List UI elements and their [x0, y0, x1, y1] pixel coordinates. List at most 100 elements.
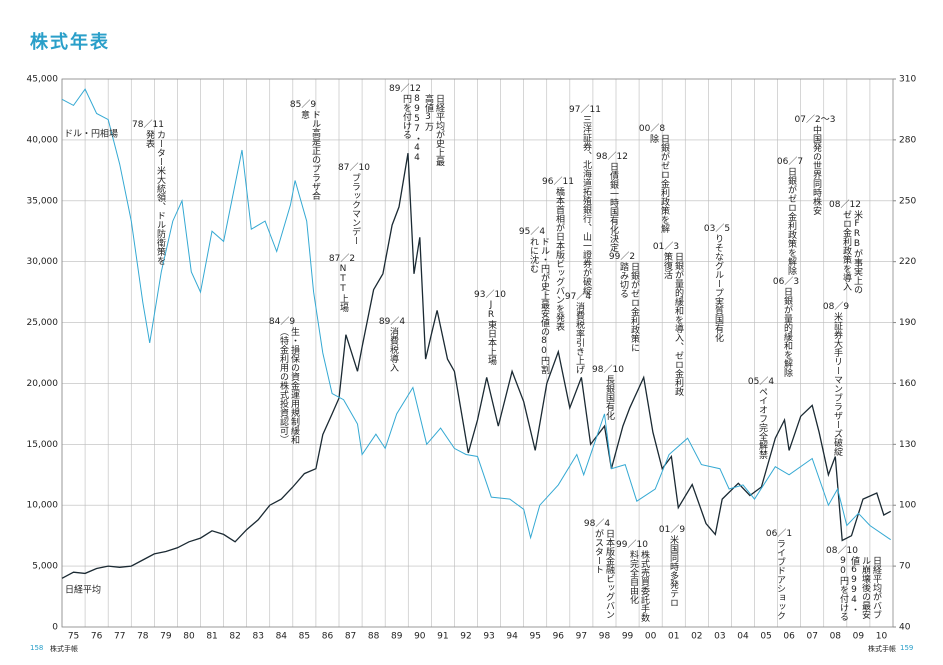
annotation-date: 84／9: [268, 317, 296, 327]
annotation-date: 89／12: [389, 84, 421, 94]
x-tick-label: 91: [437, 632, 448, 642]
x-tick-label: 97: [576, 632, 587, 642]
annotation-date: 06／3: [772, 277, 800, 287]
annotation-text: ペイオフ完全解禁: [757, 387, 767, 459]
annotation-date: 07／2〜3: [794, 115, 836, 125]
annotation-text: 日債銀一時国有化決定: [608, 162, 618, 252]
y-tick-label: 15,000: [27, 440, 59, 450]
y2-tick-label: 130: [899, 440, 916, 450]
annotation-text: 米FRBが事実上のゼロ金利政策を導入: [841, 210, 862, 294]
annotation-text: ドル・円が史上最安値の80円割れに沈む: [528, 237, 549, 374]
annotation-text: ブラックマンデー: [350, 173, 360, 245]
x-tick-label: 75: [68, 632, 79, 642]
annotation-date: 87／10: [338, 163, 370, 173]
annotation-text: 消費税導入: [388, 327, 398, 372]
annotation-text: NTT上場: [338, 264, 348, 312]
annotation-date: 93／10: [474, 290, 506, 300]
x-tick-label: 95: [529, 632, 540, 642]
series-label: 日経平均: [65, 584, 101, 596]
annotation-date: 98／4: [583, 519, 611, 529]
annotation-text: 日銀がゼロ金利政策に踏み切る: [618, 262, 639, 352]
annotation-text: カーター米大統領、ドル防衛策を発表: [144, 130, 165, 265]
x-tick-label: 83: [252, 632, 263, 642]
annotation-text: 消費税率引き上げ: [574, 302, 584, 374]
page-number: 158: [30, 644, 44, 652]
annotation-text: 日銀が量的緩和を導入、ゼロ金利政策復活: [662, 252, 683, 396]
annotation-date: 06／7: [776, 157, 804, 167]
annotation-date: 08／12: [829, 200, 861, 210]
x-tick-label: 09: [853, 632, 865, 642]
series-label: ドル・円相場: [64, 128, 118, 140]
x-tick-label: 77: [114, 632, 125, 642]
y-tick-label: 45,000: [27, 75, 59, 85]
y2-tick-label: 250: [899, 196, 916, 206]
y-tick-label: 40,000: [27, 135, 59, 145]
x-tick-label: 92: [460, 632, 471, 642]
annotation-date: 03／5: [703, 224, 731, 234]
annotation-text: 橋本首相が日本版ビッグバンを発表: [554, 187, 564, 331]
annotation-text: 日銀が量的緩和を解除: [782, 287, 792, 377]
annotation-text: りそなグループ実質国有化: [713, 234, 723, 342]
annotation-date: 99／2: [608, 252, 636, 262]
annotation-date: 98／10: [592, 365, 624, 375]
x-tick-label: 94: [506, 632, 518, 642]
y2-tick-label: 220: [899, 257, 916, 267]
y2-tick-label: 310: [899, 75, 916, 85]
x-tick-label: 82: [229, 632, 240, 642]
annotation-date: 78／11: [132, 120, 164, 130]
x-tick-label: 06: [783, 632, 795, 642]
footer-label: 株式手帳: [868, 645, 896, 653]
y-tick-label: 30,000: [27, 257, 59, 267]
annotation-date: 06／1: [765, 529, 793, 539]
y2-tick-label: 70: [899, 562, 911, 572]
y2-tick-label: 190: [899, 318, 916, 328]
chart-title: 株式年表: [30, 32, 110, 53]
y-tick-label: 35,000: [27, 196, 59, 206]
y-tick-label: 0: [52, 623, 58, 633]
series-line: [61, 88, 891, 541]
x-tick-label: 90: [414, 632, 426, 642]
x-tick-label: 76: [91, 632, 103, 642]
x-tick-label: 04: [737, 632, 749, 642]
annotation-text: 株式売買委託手数料完全自由化: [628, 550, 649, 622]
annotation-text: 米証券大手リーマンブラザーズ破綻: [832, 312, 842, 456]
series-line: [61, 152, 892, 579]
annotation-date: 98／12: [596, 152, 628, 162]
annotation-date: 08／10: [826, 546, 858, 556]
page-number: 159: [900, 644, 914, 652]
annotation-date: 01／3: [652, 242, 680, 252]
x-tick-label: 81: [206, 632, 217, 642]
x-tick-label: 05: [760, 632, 771, 642]
annotation-date: 96／11: [542, 177, 574, 187]
annotation-date: 99／10: [616, 540, 648, 550]
x-tick-label: 07: [806, 632, 817, 642]
x-tick-label: 89: [391, 632, 403, 642]
annotation-text: 米国同時多発テロ: [668, 535, 678, 607]
annotation-date: 97／11: [569, 105, 601, 115]
annotation-date: 95／4: [518, 227, 546, 237]
annotation-date: 97／4: [564, 292, 592, 302]
x-tick-label: 80: [183, 632, 195, 642]
x-tick-label: 96: [553, 632, 565, 642]
y-tick-label: 25,000: [27, 318, 59, 328]
x-tick-label: 85: [299, 632, 310, 642]
annotation-date: 05／4: [747, 377, 775, 387]
x-tick-label: 01: [668, 632, 679, 642]
annotation-text: ドル高是正のプラザ合意: [299, 110, 320, 200]
x-tick-label: 87: [345, 632, 356, 642]
x-tick-label: 98: [599, 632, 611, 642]
x-tick-label: 03: [714, 632, 725, 642]
x-tick-label: 79: [160, 632, 172, 642]
annotation-date: 89／4: [378, 317, 406, 327]
x-tick-label: 10: [876, 632, 888, 642]
annotation-text: 日銀がゼロ金利政策を解除: [786, 167, 796, 275]
annotation-text: 日経平均が史上最高値3万8957・44円を付ける: [401, 94, 444, 166]
x-tick-label: 02: [691, 632, 702, 642]
y2-tick-label: 40: [899, 623, 911, 633]
annotation-text: 中国発の世界同時株安: [811, 125, 821, 215]
x-tick-label: 00: [645, 632, 657, 642]
y2-tick-label: 100: [899, 501, 916, 511]
y-tick-label: 20,000: [27, 379, 59, 389]
